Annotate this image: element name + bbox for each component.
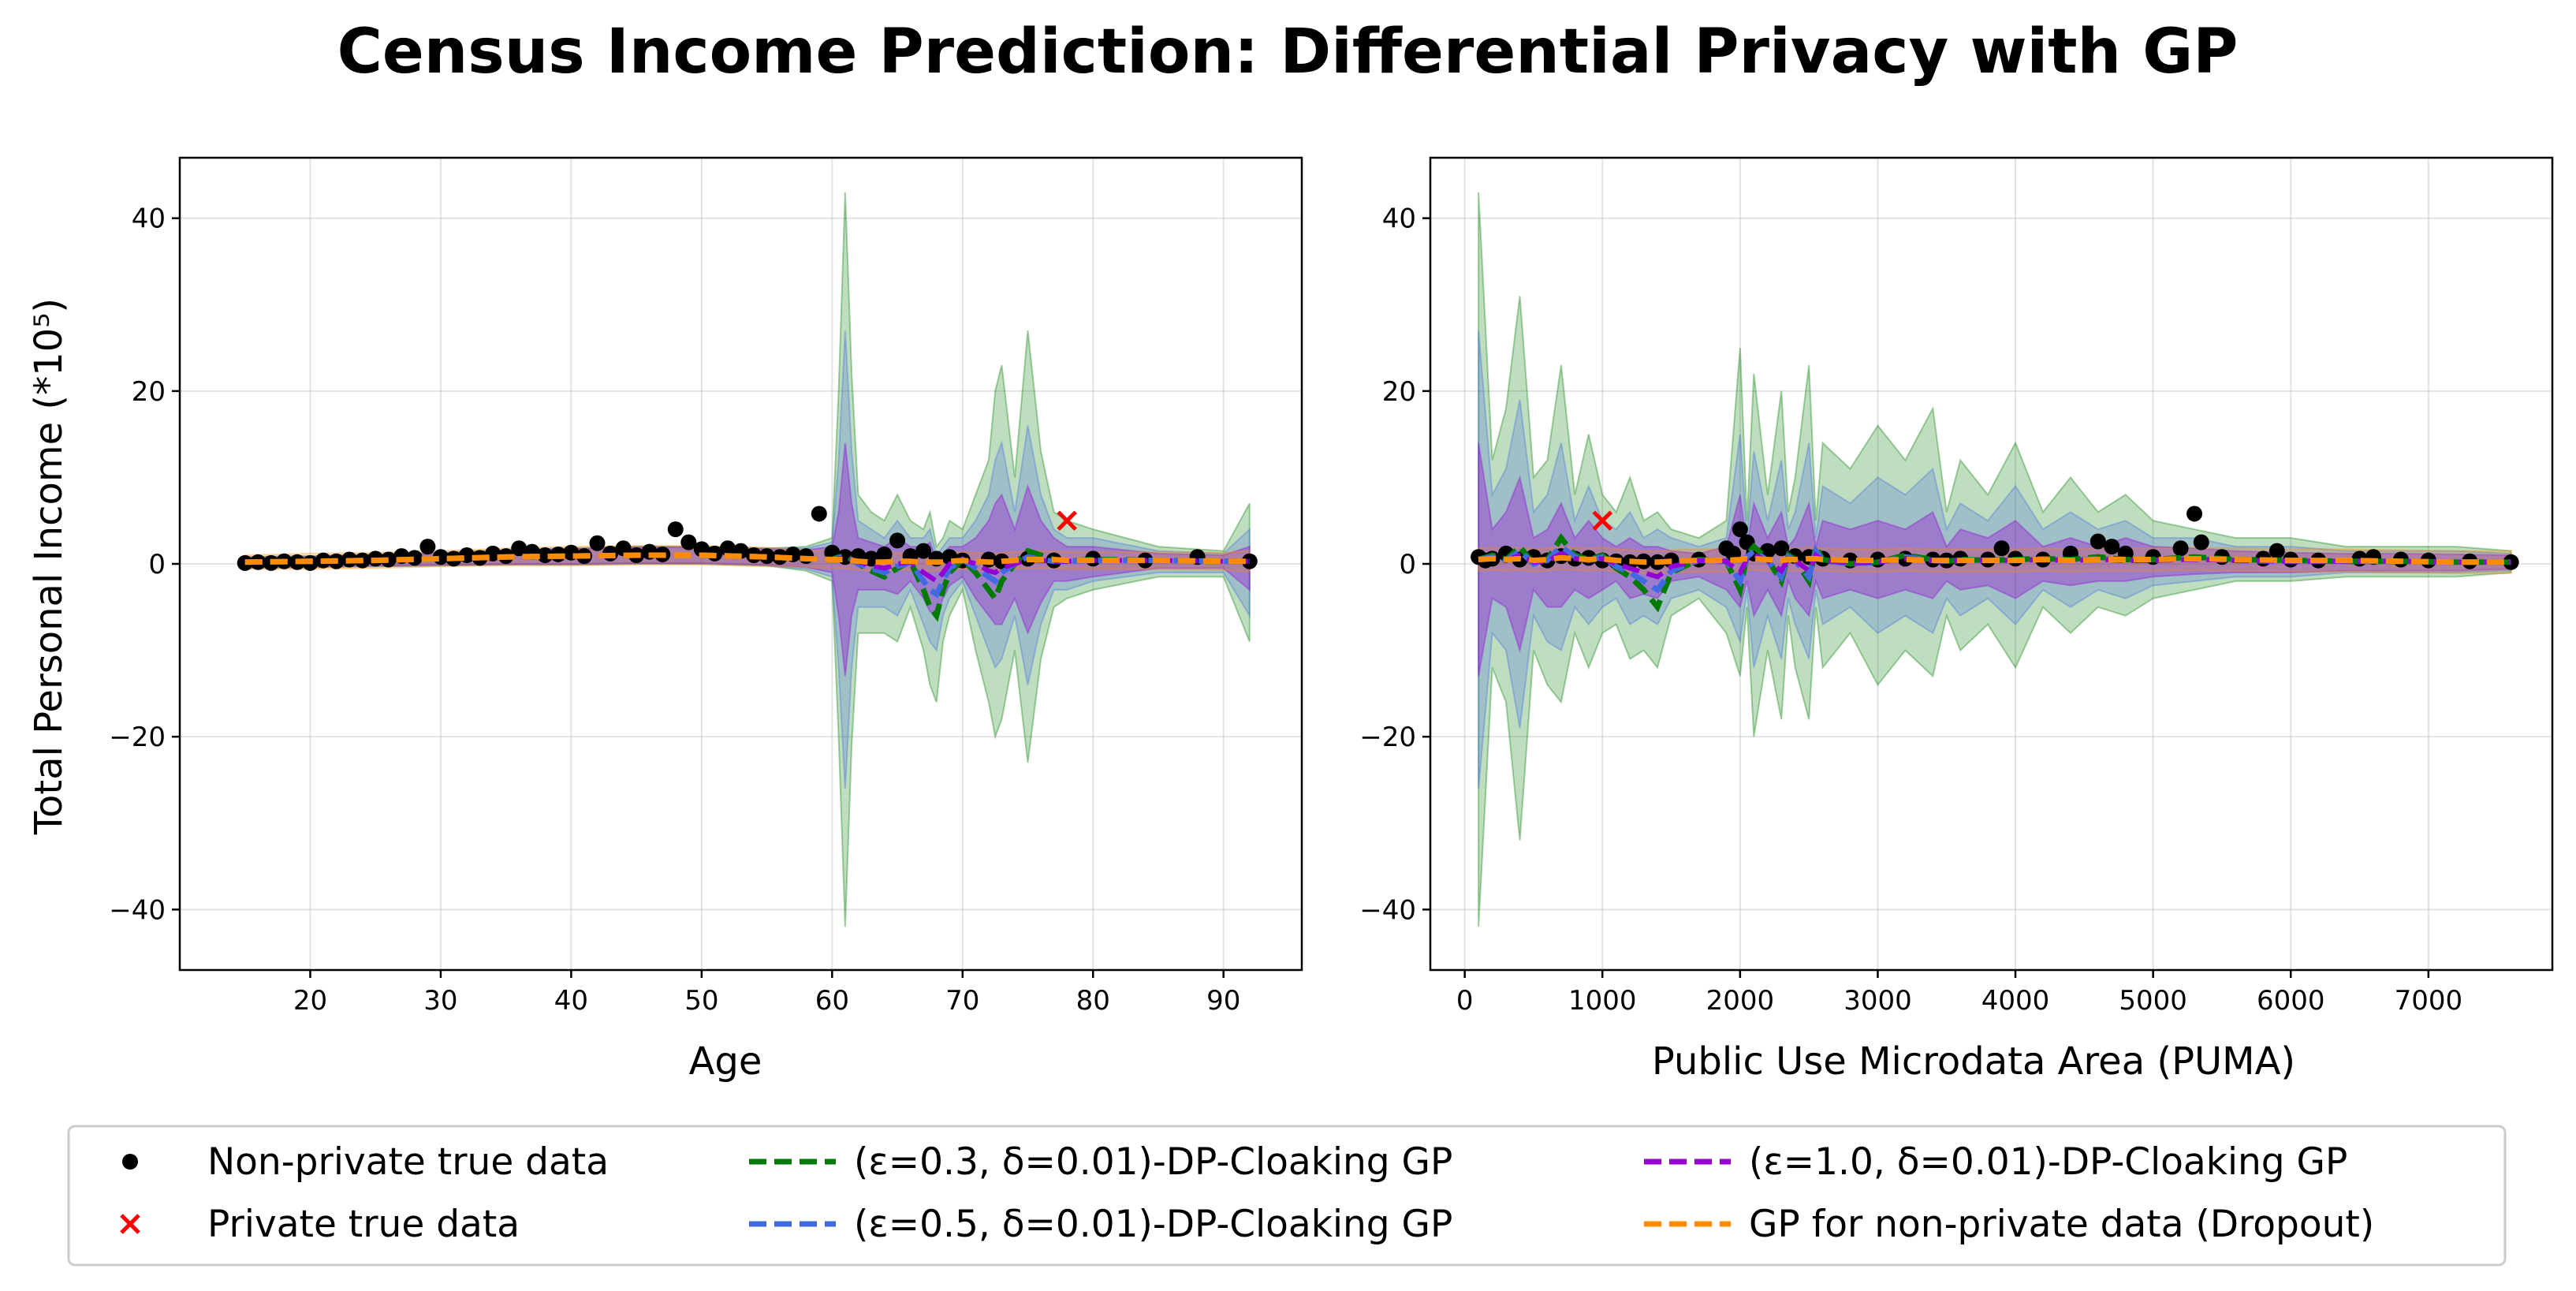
x-tick-label: 2000 bbox=[1706, 985, 1775, 1017]
x-tick-label: 50 bbox=[684, 985, 718, 1017]
y-tick-label: 20 bbox=[132, 376, 166, 408]
legend-label: Private true data bbox=[207, 1203, 520, 1246]
legend-item: (ε=1.0, δ=0.01)-DP-Cloaking GP bbox=[1644, 1140, 2347, 1184]
axes-frame bbox=[178, 156, 1303, 972]
legend-label: GP for non-private data (Dropout) bbox=[1749, 1203, 2374, 1246]
line-nonprivate bbox=[1478, 554, 2511, 565]
figure-title: Census Income Prediction: Differential P… bbox=[337, 17, 2239, 88]
legend-label: (ε=0.5, δ=0.01)-DP-Cloaking GP bbox=[854, 1203, 1452, 1246]
data-point bbox=[1241, 553, 1258, 569]
x-tick-label: 0 bbox=[1456, 985, 1474, 1017]
legend-item: Private true data bbox=[120, 1203, 520, 1246]
data-point bbox=[719, 540, 736, 557]
data-point bbox=[2193, 534, 2209, 550]
chart-puma: 0 1000 2000 3000 4000 5000 6000 7000 −40 −20 0 20 40 bbox=[1359, 156, 2554, 1017]
x-tick-label: 6000 bbox=[2257, 985, 2325, 1017]
data-point bbox=[1732, 521, 1748, 538]
data-point bbox=[1993, 540, 2010, 557]
data-point bbox=[537, 547, 554, 564]
y-tick-label: 20 bbox=[1382, 376, 1416, 408]
data-point bbox=[2104, 539, 2120, 555]
data-point bbox=[811, 506, 827, 522]
data-point bbox=[2268, 543, 2285, 559]
data-point bbox=[2090, 533, 2106, 550]
x-tick-label: 3000 bbox=[1843, 985, 1912, 1017]
legend-item: (ε=0.3, δ=0.01)-DP-Cloaking GP bbox=[749, 1140, 1452, 1184]
x-tick-label: 40 bbox=[554, 985, 588, 1017]
y-tick-label: 40 bbox=[1382, 203, 1416, 235]
y-tick-label: −40 bbox=[1359, 894, 1416, 926]
y-tick-label: 0 bbox=[1399, 549, 1416, 580]
legend-label: (ε=0.3, δ=0.01)-DP-Cloaking GP bbox=[854, 1140, 1452, 1184]
legend-item: (ε=0.5, δ=0.01)-DP-Cloaking GP bbox=[749, 1203, 1452, 1246]
y-tick-label: 0 bbox=[148, 549, 166, 580]
data-point bbox=[380, 551, 397, 568]
plot-area bbox=[1471, 192, 2519, 927]
data-point bbox=[889, 532, 906, 549]
legend-dot-icon bbox=[122, 1154, 138, 1170]
x-tick-label: 80 bbox=[1076, 985, 1110, 1017]
data-point bbox=[511, 540, 528, 557]
data-point bbox=[680, 534, 697, 550]
x-tick-label: 7000 bbox=[2395, 985, 2463, 1017]
legend-item: GP for non-private data (Dropout) bbox=[1644, 1203, 2374, 1246]
y-tick-label: −20 bbox=[1359, 722, 1416, 753]
private-point bbox=[1057, 510, 1077, 531]
legend: Non-private true data Private true data (ε… bbox=[67, 1125, 2507, 1267]
x-tick-label: 30 bbox=[423, 985, 457, 1017]
legend-label: (ε=1.0, δ=0.01)-DP-Cloaking GP bbox=[1749, 1140, 2347, 1184]
x-axis-label-age: Age bbox=[689, 1039, 762, 1084]
data-point bbox=[615, 540, 632, 557]
data-point bbox=[667, 521, 684, 538]
x-axis-label-puma: Public Use Microdata Area (PUMA) bbox=[1652, 1039, 2295, 1084]
x-tick-label: 70 bbox=[945, 985, 979, 1017]
y-axis-label: Total Personal Income (*10⁵) bbox=[27, 298, 71, 835]
legend-label: Non-private true data bbox=[207, 1140, 609, 1184]
y-tick-label: −20 bbox=[109, 722, 166, 753]
data-point bbox=[915, 543, 932, 559]
x-tick-label: 20 bbox=[293, 985, 327, 1017]
y-tick-label: −40 bbox=[109, 894, 166, 926]
legend-frame bbox=[67, 1125, 2507, 1267]
x-tick-label: 60 bbox=[815, 985, 849, 1017]
data-point bbox=[589, 535, 606, 551]
line-nonprivate bbox=[244, 552, 1250, 565]
x-tick-label: 90 bbox=[1206, 985, 1240, 1017]
data-point bbox=[2503, 554, 2519, 570]
private-point bbox=[1592, 510, 1613, 531]
data-point bbox=[2186, 506, 2203, 522]
data-point bbox=[1773, 540, 1790, 557]
legend-cross-icon bbox=[120, 1214, 140, 1234]
data-point bbox=[419, 539, 436, 555]
x-tick-label: 1000 bbox=[1568, 985, 1637, 1017]
x-tick-label: 5000 bbox=[2119, 985, 2187, 1017]
plot-area bbox=[237, 192, 1258, 927]
legend-item: Non-private true data bbox=[122, 1140, 609, 1184]
axes-frame bbox=[1429, 156, 2554, 972]
x-tick-label: 4000 bbox=[1981, 985, 2050, 1017]
chart-age: 20 30 40 50 60 70 80 90 −40 −20 0 20 40 bbox=[109, 156, 1303, 1017]
data-point bbox=[876, 546, 893, 562]
data-point bbox=[2172, 540, 2189, 557]
y-tick-label: 40 bbox=[132, 203, 166, 235]
